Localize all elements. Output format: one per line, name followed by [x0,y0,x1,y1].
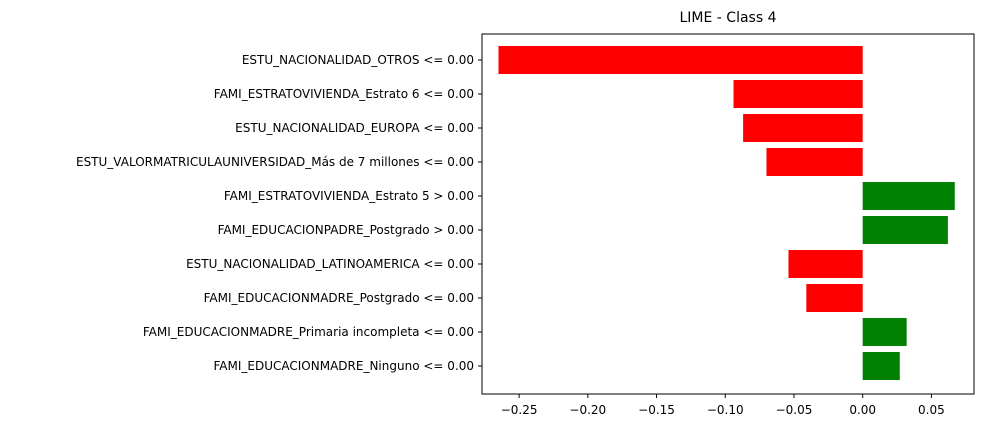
bars-group [498,46,955,380]
y-tick-label: FAMI_EDUCACIONMADRE_Ninguno <= 0.00 [214,359,475,373]
bar-10 [862,352,900,380]
x-tick-label: −0.25 [501,403,538,417]
bar-5 [862,182,955,210]
y-tick-label: FAMI_ESTRATOVIVIENDA_Estrato 6 <= 0.00 [214,87,474,101]
chart-title: LIME - Class 4 [680,10,777,26]
bar-4 [766,148,863,176]
plot-frame [481,33,975,395]
x-tick-label: −0.20 [569,403,606,417]
bar-9 [862,318,907,346]
x-tick-label: 0.00 [849,403,876,417]
y-tick-label: ESTU_VALORMATRICULAUNIVERSIDAD_Más de 7 … [76,155,474,169]
y-tick-label: FAMI_ESTRATOVIVIENDA_Estrato 5 > 0.00 [224,189,474,203]
bar-7 [788,250,863,278]
bar-2 [733,80,863,108]
x-tick-label: −0.10 [707,403,744,417]
y-tick-label: ESTU_NACIONALIDAD_OTROS <= 0.00 [242,53,474,67]
y-tick-label: ESTU_NACIONALIDAD_EUROPA <= 0.00 [235,121,474,135]
x-tick-label: −0.15 [638,403,675,417]
bar-3 [743,114,863,142]
bar-1 [498,46,863,74]
x-tick-label: −0.05 [776,403,813,417]
y-tick-label: FAMI_EDUCACIONPADRE_Postgrado > 0.00 [218,223,474,237]
bar-8 [806,284,863,312]
y-tick-labels: ESTU_NACIONALIDAD_OTROS <= 0.00 FAMI_ESTR… [76,53,482,373]
y-tick-label: ESTU_NACIONALIDAD_LATINOAMERICA <= 0.00 [186,257,474,271]
x-ticks: −0.25 −0.20 −0.15 −0.10 −0.05 0.00 0.05 [501,394,945,417]
y-tick-label: FAMI_EDUCACIONMADRE_Postgrado <= 0.00 [204,291,474,305]
x-tick-label: 0.05 [918,403,945,417]
y-tick-label: FAMI_EDUCACIONMADRE_Primaria incompleta … [143,325,474,339]
bar-6 [862,216,948,244]
